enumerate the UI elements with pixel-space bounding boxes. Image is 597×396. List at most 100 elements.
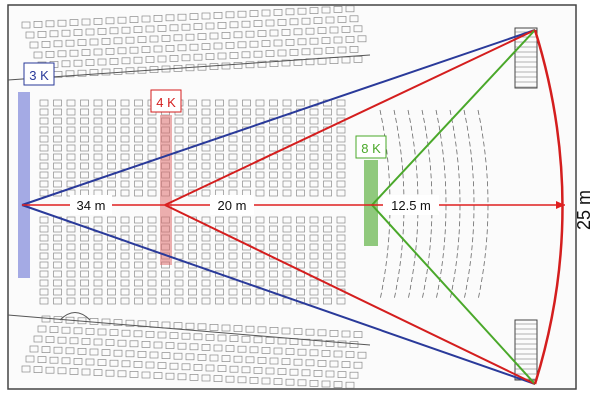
- seat: [325, 370, 335, 378]
- seat: [113, 37, 123, 45]
- seat: [37, 31, 47, 38]
- seat: [289, 368, 299, 376]
- seat: [77, 348, 87, 355]
- seat: [45, 366, 55, 374]
- seat: [205, 53, 215, 60]
- seat: [57, 336, 67, 344]
- seat: [174, 279, 184, 287]
- seat: [134, 216, 143, 224]
- seat: [69, 368, 79, 375]
- seat: [313, 339, 323, 347]
- seat: [333, 6, 343, 13]
- seat: [336, 261, 346, 269]
- seat: [215, 234, 224, 242]
- seat: [317, 360, 327, 367]
- seat: [273, 378, 283, 385]
- seat: [66, 270, 76, 278]
- seat: [249, 377, 259, 384]
- seat: [97, 359, 107, 366]
- line-8k-bottom: [371, 204, 536, 385]
- seat: [41, 41, 51, 48]
- label-25m: 25 m: [574, 190, 594, 230]
- seat: [177, 342, 187, 350]
- seat: [309, 171, 319, 179]
- seat: [325, 16, 335, 24]
- seat: [107, 153, 116, 161]
- seat: [120, 171, 130, 179]
- seat: [93, 180, 103, 188]
- seat: [107, 261, 116, 269]
- seat: [165, 342, 175, 349]
- seat: [80, 126, 89, 134]
- seat: [93, 261, 103, 269]
- seat: [53, 153, 62, 161]
- seat: [41, 315, 51, 323]
- seat: [201, 374, 211, 382]
- seat: [201, 43, 211, 50]
- seat: [85, 358, 95, 366]
- seat: [193, 23, 203, 30]
- seat: [197, 354, 207, 361]
- seat: [53, 135, 62, 143]
- seat: [137, 320, 147, 328]
- seat: [120, 270, 130, 278]
- seat: [296, 225, 305, 233]
- seat: [197, 323, 207, 331]
- seat: [141, 15, 151, 23]
- seat: [61, 326, 71, 334]
- seat: [309, 37, 319, 45]
- seat: [147, 135, 157, 143]
- seat: [321, 380, 331, 388]
- seat: [21, 21, 31, 29]
- seat: [33, 335, 43, 343]
- seat: [188, 162, 197, 170]
- seat: [242, 117, 251, 125]
- seat: [61, 357, 71, 365]
- seat: [134, 297, 143, 305]
- seat: [241, 20, 251, 28]
- seat: [229, 52, 239, 59]
- seat: [53, 144, 62, 152]
- seat: [120, 225, 130, 233]
- seat: [57, 50, 67, 58]
- curved-seat-row: [449, 109, 461, 301]
- seat: [188, 126, 197, 134]
- seat: [269, 234, 278, 242]
- seat: [323, 117, 332, 125]
- label-3k: 3 K: [29, 68, 49, 83]
- seat: [97, 28, 107, 35]
- seat: [165, 14, 175, 22]
- seat: [336, 144, 346, 152]
- seat: [69, 337, 79, 345]
- seat: [297, 379, 307, 387]
- seat: [228, 243, 238, 251]
- seat: [201, 216, 211, 224]
- seat: [255, 297, 265, 305]
- seat: [85, 28, 95, 36]
- seat: [261, 40, 271, 47]
- seat: [93, 243, 103, 251]
- seat: [201, 234, 211, 242]
- seat: [336, 270, 346, 278]
- seat: [215, 270, 224, 278]
- seat: [39, 216, 49, 224]
- seat: [93, 144, 103, 152]
- seat: [229, 335, 239, 342]
- seat: [336, 108, 346, 116]
- seat: [336, 252, 346, 260]
- seat: [273, 347, 283, 355]
- seat: [188, 270, 197, 278]
- seat: [66, 171, 76, 179]
- seat: [213, 375, 223, 382]
- seat: [107, 270, 116, 278]
- seat: [201, 108, 211, 116]
- seat: [241, 51, 251, 59]
- seat: [80, 153, 89, 161]
- seat: [297, 7, 307, 15]
- seat: [205, 22, 215, 30]
- seat: [53, 270, 62, 278]
- seat: [80, 135, 89, 143]
- seat: [341, 361, 351, 368]
- seat: [66, 180, 76, 188]
- seat: [336, 216, 346, 224]
